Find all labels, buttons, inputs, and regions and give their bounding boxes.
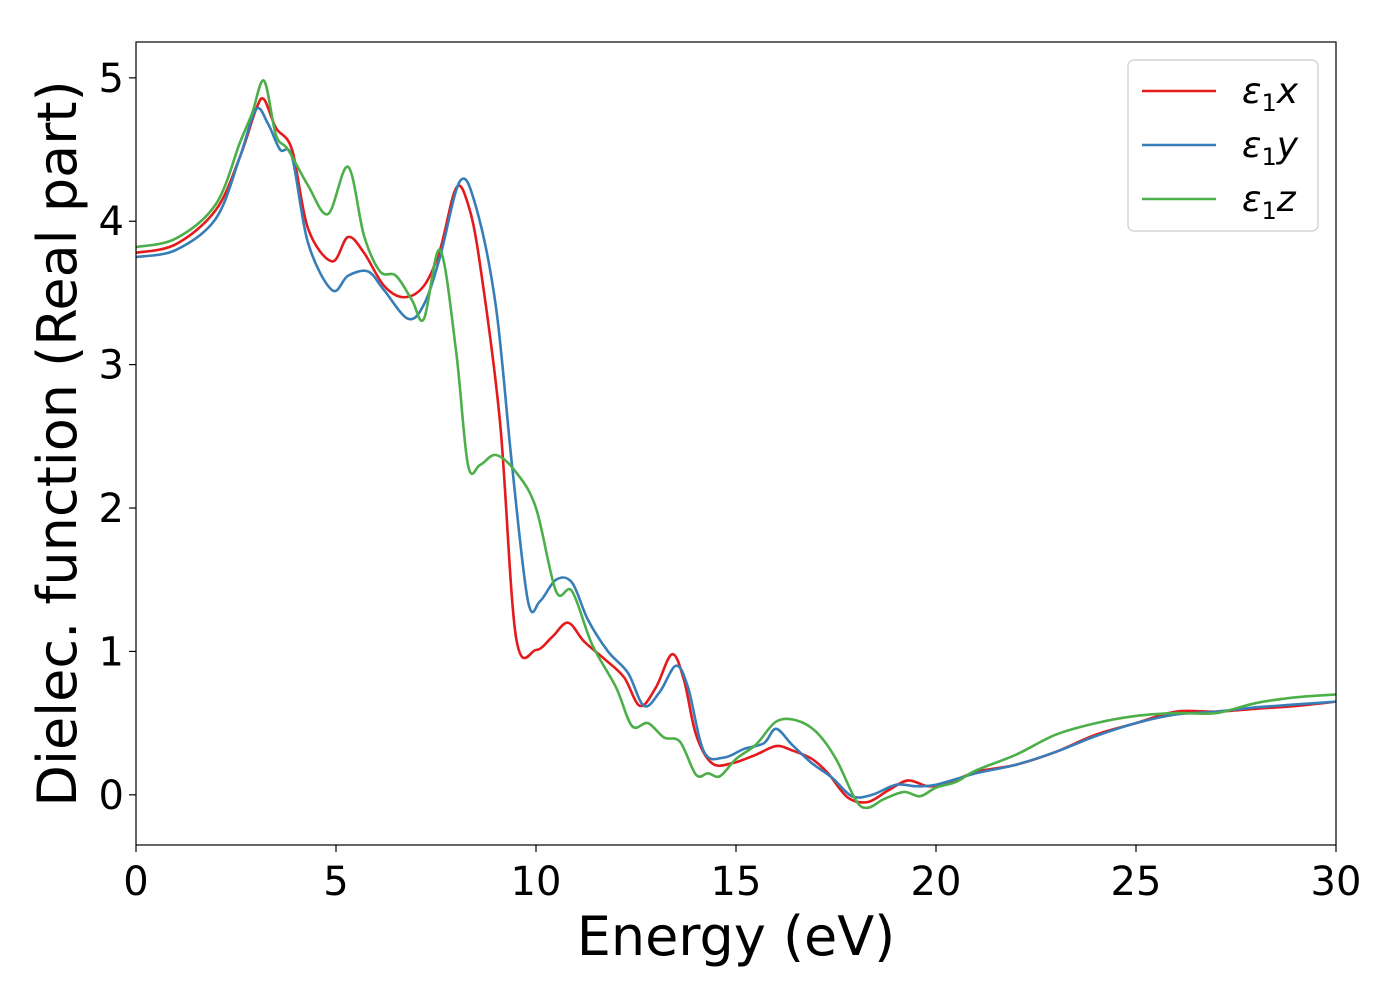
x-tick-label: 5 — [323, 859, 348, 905]
series-line-z — [136, 79, 1336, 810]
y-tick-label: 4 — [99, 199, 124, 245]
x-tick-label: 20 — [911, 859, 962, 905]
legend: ε1x ε1y ε1z — [1127, 59, 1319, 232]
x-tick-label: 10 — [511, 859, 562, 905]
y-tick-label: 2 — [99, 486, 124, 532]
x-tick-label: 0 — [123, 859, 148, 905]
y-tick-label: 5 — [99, 56, 124, 102]
series-line-y — [136, 106, 1336, 799]
legend-label: ε1z — [1242, 179, 1297, 225]
x-axis-label: Energy (eV) — [577, 905, 896, 968]
x-tick-label: 25 — [1111, 859, 1162, 905]
x-tick-label: 30 — [1311, 859, 1362, 905]
x-tick-label: 15 — [711, 859, 762, 905]
y-axis-ticks: 0 1 2 3 4 5 — [99, 56, 136, 819]
legend-label: ε1y — [1242, 125, 1299, 171]
y-tick-label: 1 — [99, 629, 124, 675]
legend-label: ε1x — [1242, 71, 1299, 117]
x-axis-ticks: 0 5 10 15 20 25 30 — [123, 845, 1361, 905]
series-layer — [136, 79, 1336, 810]
y-tick-label: 3 — [99, 343, 124, 389]
legend-box — [1127, 59, 1319, 232]
y-tick-label: 0 — [99, 773, 124, 819]
y-axis-label: Dielec. function (Real part) — [26, 80, 89, 806]
